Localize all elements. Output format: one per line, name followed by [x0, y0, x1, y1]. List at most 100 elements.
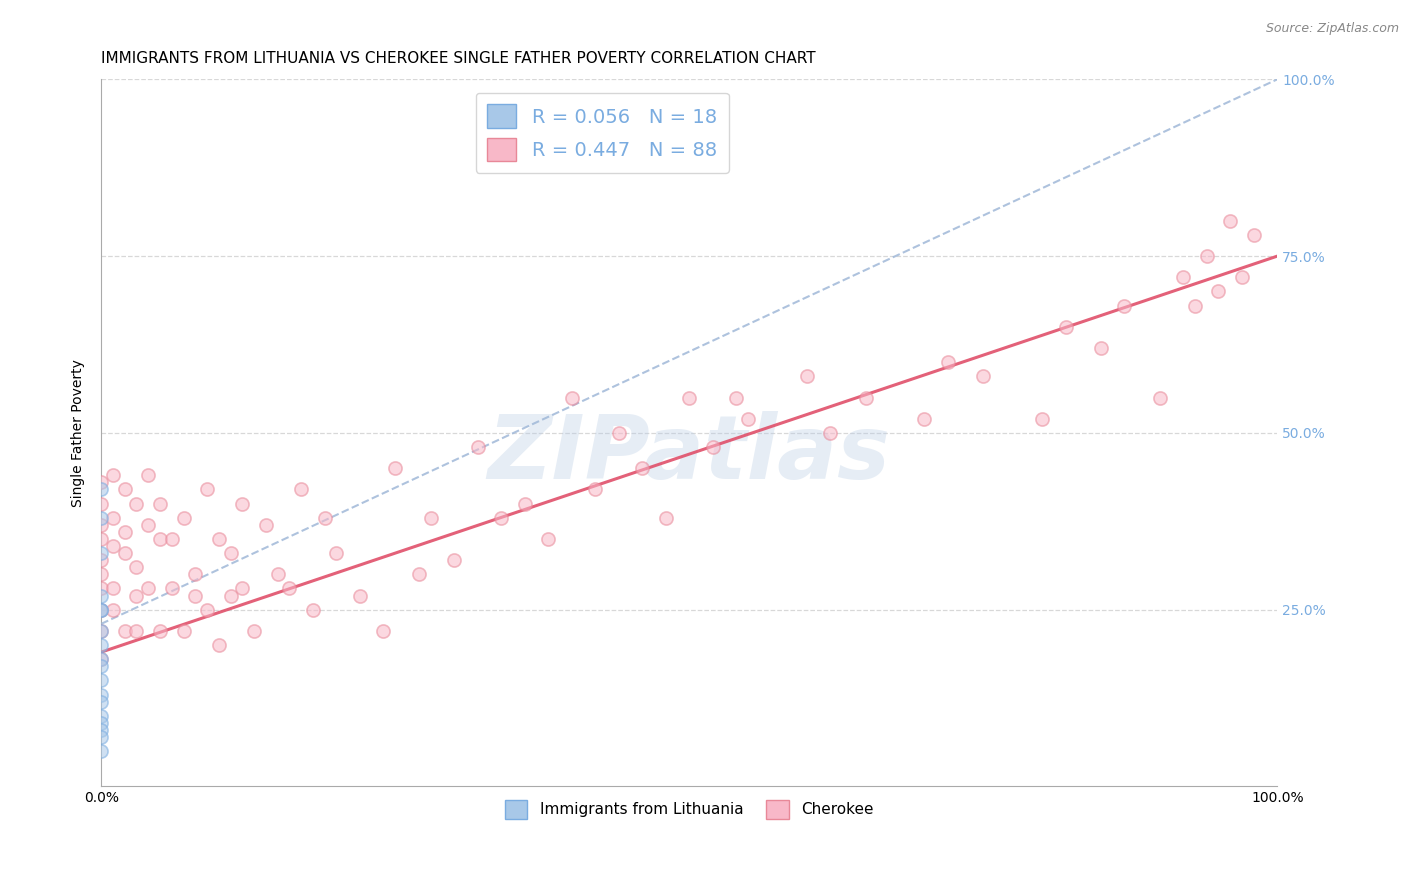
Point [219, 546, 242, 560]
Point [489, 510, 512, 524]
Point [373, 624, 395, 638]
Point [101, 582, 124, 596]
Point [302, 603, 325, 617]
Point [195, 603, 218, 617]
Point [1173, 270, 1195, 285]
Point [195, 483, 218, 497]
Point [90, 652, 112, 666]
Point [208, 532, 231, 546]
Point [90, 708, 112, 723]
Point [90, 475, 112, 490]
Point [384, 461, 406, 475]
Point [1243, 227, 1265, 242]
Point [90, 603, 112, 617]
Point [114, 524, 136, 539]
Point [219, 589, 242, 603]
Point [231, 582, 253, 596]
Point [184, 567, 207, 582]
Point [583, 483, 606, 497]
Point [678, 391, 700, 405]
Point [90, 638, 112, 652]
Point [125, 497, 148, 511]
Point [443, 553, 465, 567]
Point [1195, 249, 1218, 263]
Point [90, 715, 112, 730]
Point [607, 425, 630, 440]
Point [1230, 270, 1253, 285]
Point [1054, 319, 1077, 334]
Point [349, 589, 371, 603]
Point [513, 497, 536, 511]
Point [1208, 285, 1230, 299]
Legend: Immigrants from Lithuania, Cherokee: Immigrants from Lithuania, Cherokee [499, 794, 880, 825]
Point [101, 468, 124, 483]
Point [631, 461, 654, 475]
Point [90, 688, 112, 702]
Point [90, 582, 112, 596]
Point [90, 567, 112, 582]
Point [149, 624, 172, 638]
Point [90, 695, 112, 709]
Point [537, 532, 560, 546]
Point [231, 497, 253, 511]
Point [654, 510, 676, 524]
Point [1114, 299, 1136, 313]
Point [136, 517, 159, 532]
Point [90, 497, 112, 511]
Point [820, 425, 842, 440]
Point [90, 517, 112, 532]
Point [114, 546, 136, 560]
Point [136, 582, 159, 596]
Point [796, 369, 818, 384]
Point [1031, 411, 1053, 425]
Point [125, 589, 148, 603]
Point [90, 624, 112, 638]
Point [972, 369, 994, 384]
Point [243, 624, 266, 638]
Point [914, 411, 936, 425]
Point [90, 723, 112, 737]
Text: Source: ZipAtlas.com: Source: ZipAtlas.com [1265, 22, 1399, 36]
Point [160, 582, 183, 596]
Point [90, 730, 112, 744]
Point [90, 659, 112, 673]
Point [325, 546, 347, 560]
Point [90, 673, 112, 688]
Point [725, 391, 748, 405]
Point [173, 510, 195, 524]
Text: IMMIGRANTS FROM LITHUANIA VS CHEROKEE SINGLE FATHER POVERTY CORRELATION CHART: IMMIGRANTS FROM LITHUANIA VS CHEROKEE SI… [101, 51, 815, 66]
Point [419, 510, 441, 524]
Point [90, 744, 112, 758]
Point [408, 567, 430, 582]
Point [266, 567, 288, 582]
Point [149, 497, 172, 511]
Point [114, 624, 136, 638]
Point [114, 483, 136, 497]
Point [136, 468, 159, 483]
Point [184, 589, 207, 603]
Point [254, 517, 277, 532]
Point [90, 603, 112, 617]
Point [278, 582, 301, 596]
Point [101, 603, 124, 617]
Point [101, 510, 124, 524]
Point [90, 589, 112, 603]
Point [702, 440, 724, 454]
Point [1184, 299, 1206, 313]
Point [737, 411, 759, 425]
Point [160, 532, 183, 546]
Point [208, 638, 231, 652]
Point [90, 553, 112, 567]
Point [561, 391, 583, 405]
Point [1149, 391, 1171, 405]
Point [1219, 214, 1241, 228]
Point [149, 532, 172, 546]
Point [90, 546, 112, 560]
Y-axis label: Single Father Poverty: Single Father Poverty [72, 359, 86, 507]
Point [467, 440, 489, 454]
Text: ZIPatlas: ZIPatlas [488, 410, 891, 498]
Point [90, 624, 112, 638]
Point [1090, 341, 1112, 355]
Point [101, 539, 124, 553]
Point [936, 355, 959, 369]
